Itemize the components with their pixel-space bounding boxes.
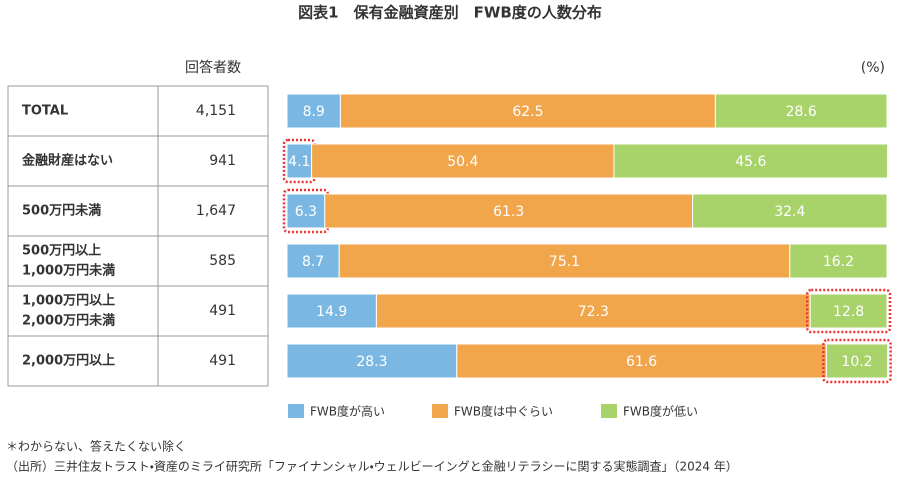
count-label: 4,151 [196, 103, 236, 119]
bar-segment [286, 143, 313, 179]
note: （出所）三井住友トラスト・資産のミライ研究所「ファイナンシャル・ウェルビーイング… [6, 460, 738, 474]
bar-segment [613, 143, 889, 179]
count-label: 941 [209, 153, 236, 169]
value-label: 28.3 [356, 354, 387, 370]
bar-segment [692, 193, 888, 229]
category-label: 2,000万円未満 [22, 313, 115, 329]
note: ＊わからない、答えたくない除く [6, 439, 186, 454]
category-label: 500万円未満 [22, 203, 101, 219]
count-label: 1,647 [196, 203, 236, 219]
legend-swatch [601, 404, 617, 418]
value-label: 72.3 [578, 304, 609, 320]
value-label: 6.3 [295, 204, 317, 220]
value-label: 61.3 [493, 204, 524, 220]
count-label: 491 [209, 353, 236, 369]
bar-segment [311, 143, 615, 179]
legend-swatch [432, 404, 448, 418]
chart-title: 図表1 保有金融資産別 FWB度の人数分布 [298, 4, 602, 22]
count-label: 585 [209, 253, 236, 269]
category-label: 金融財産はない [22, 153, 113, 169]
bar-segment [286, 243, 340, 279]
category-label: 1,000万円以上 [22, 294, 115, 309]
bar-segment [338, 243, 791, 279]
legend-label: FWB度が高い [310, 404, 385, 419]
bar-segment [714, 93, 888, 129]
value-label: 32.4 [774, 204, 805, 220]
category-label: 500万円以上 [22, 244, 101, 259]
bar-segment [809, 293, 888, 329]
highlight-box [822, 338, 892, 384]
value-label: 28.6 [786, 104, 817, 120]
bar-segment [286, 193, 326, 229]
category-label: TOTAL [22, 104, 68, 119]
legend-label: FWB度は中ぐらい [454, 404, 553, 419]
bar-segment [789, 243, 888, 279]
bar-segment [825, 343, 889, 379]
value-label: 45.6 [735, 154, 766, 170]
bar-segment [375, 293, 811, 329]
legend-swatch [288, 404, 304, 418]
unit-label: (%) [861, 60, 885, 76]
category-label: 2,000万円以上 [22, 354, 115, 369]
value-label: 50.4 [447, 154, 478, 170]
value-label: 4.1 [288, 154, 310, 170]
bar-segment [324, 193, 694, 229]
count-header: 回答者数 [185, 59, 241, 76]
bar-segment [286, 93, 341, 129]
highlight-box [805, 288, 892, 334]
value-label: 16.2 [823, 254, 854, 270]
bar-segment [286, 343, 458, 379]
highlight-box [282, 188, 330, 234]
value-label: 12.8 [833, 304, 864, 320]
value-label: 62.5 [512, 104, 543, 120]
count-label: 491 [209, 303, 236, 319]
value-label: 61.6 [626, 354, 657, 370]
value-label: 8.7 [302, 254, 324, 270]
value-label: 8.9 [303, 104, 325, 120]
bar-segment [456, 343, 827, 379]
value-label: 14.9 [316, 304, 347, 320]
value-label: 10.2 [841, 354, 872, 370]
value-label: 75.1 [549, 254, 580, 270]
legend-label: FWB度が低い [623, 404, 698, 419]
category-label: 1,000万円未満 [22, 263, 115, 279]
